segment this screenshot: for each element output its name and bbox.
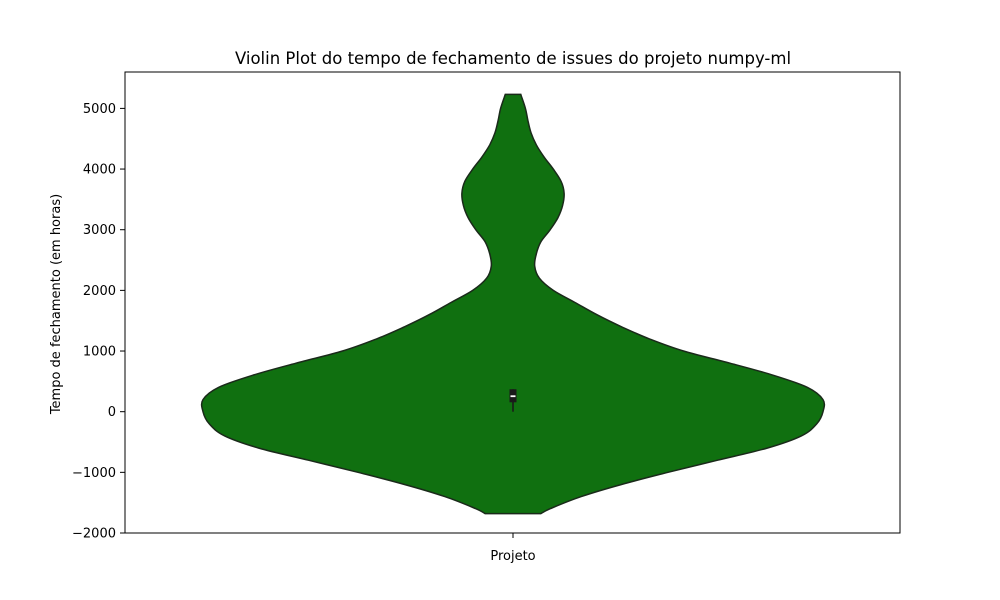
y-tick-label: 4000: [83, 163, 116, 178]
x-tick-label: Projeto: [490, 549, 535, 564]
violin-body: [200, 93, 826, 515]
x-ticks: Projeto: [490, 533, 536, 564]
y-tick-label: 2000: [83, 284, 116, 299]
y-axis-label: Tempo de fechamento (em horas): [49, 194, 64, 415]
chart-title: Violin Plot do tempo de fechamento de is…: [235, 49, 791, 68]
y-tick-label: 3000: [83, 223, 116, 238]
y-ticks: −2000 −1000 0 1000 2000 3000 4000 5000: [72, 102, 125, 542]
y-tick-label: 1000: [83, 345, 116, 360]
y-tick-label: −2000: [72, 527, 116, 542]
y-tick-label: 0: [108, 405, 116, 420]
plot-frame: [124, 71, 901, 534]
y-tick-label: 5000: [83, 102, 116, 117]
violin-layer: [200, 93, 826, 515]
y-tick-label: −1000: [72, 466, 116, 481]
